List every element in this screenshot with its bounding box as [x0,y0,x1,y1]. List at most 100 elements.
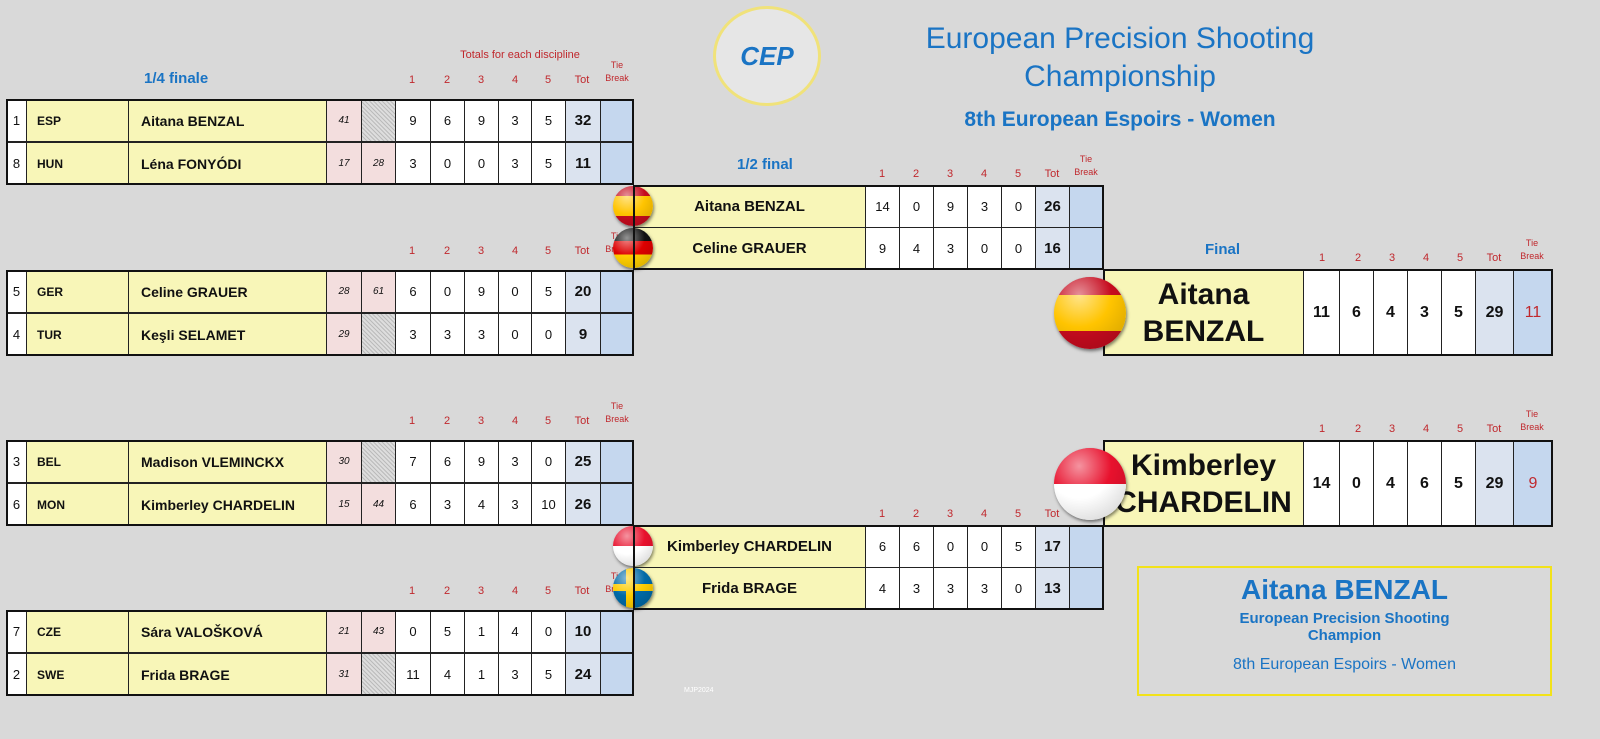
discipline-score-3: 1 [464,653,499,696]
sf1-header-5: 5 [1014,168,1022,180]
discipline-score-4: 0 [498,313,532,356]
sweden-flag-icon [613,568,653,608]
qf2-header-5: 5 [544,245,552,257]
final1-header-4: 4 [1422,252,1430,264]
total-score: 26 [1035,185,1070,228]
country-code: ESP [26,99,129,142]
seed: 7 [6,610,27,653]
monaco-flag-icon [1054,448,1126,520]
qf4-header-tot: Tot [574,585,590,597]
player-name: Frida BRAGE [128,653,327,696]
discipline-score-5: 10 [531,483,566,526]
seed: 6 [6,483,27,526]
champion-line1: European Precision Shooting [1239,610,1450,627]
discipline-score-5: 5 [1441,440,1476,527]
discipline-score-1: 9 [865,227,900,270]
champion-name: Aitana BENZAL [1241,574,1448,605]
final1-header-1: 1 [1318,252,1326,264]
discipline-score-4: 3 [967,185,1002,228]
finalist-name: Aitana BENZAL [1103,269,1304,356]
round-score-2 [361,99,396,142]
semi-label: 1/2 final [737,156,793,173]
discipline-score-3: 9 [464,440,499,483]
tie-break [600,142,634,185]
total-score: 10 [565,610,601,653]
tie-break [600,270,634,313]
final1-header-tie: Tie [1525,238,1539,248]
sf1-header-1: 1 [878,168,886,180]
discipline-score-2: 3 [430,313,465,356]
qf3-header-4: 4 [511,415,519,427]
qf2-header-tot: Tot [574,245,590,257]
spain-flag-icon [613,186,653,226]
player-name: Aitana BENZAL [128,99,327,142]
sf1-header-3: 3 [946,168,954,180]
watermark: MJP2024 [684,687,714,694]
tie-break [600,99,634,142]
tie-break: 9 [1513,440,1553,527]
discipline-score-2: 6 [430,99,465,142]
qf3-header-1: 1 [408,415,416,427]
player-name: Celine GRAUER [128,270,327,313]
discipline-score-3: 3 [933,567,968,610]
total-score: 20 [565,270,601,313]
final2-header-tie: Tie [1525,409,1539,419]
discipline-score-2: 6 [430,440,465,483]
discipline-score-5: 0 [531,610,566,653]
discipline-score-3: 4 [464,483,499,526]
tie-break [600,610,634,653]
discipline-score-3: 3 [464,313,499,356]
discipline-score-4: 3 [498,142,532,185]
total-score: 32 [565,99,601,142]
qf3-header-3: 3 [477,415,485,427]
finalist-last-name: BENZAL [1142,314,1265,348]
discipline-score-2: 3 [430,483,465,526]
discipline-score-1: 6 [865,525,900,568]
player-name: Aitana BENZAL [633,185,866,228]
final2-header-2: 2 [1354,423,1362,435]
sf2-header-3: 3 [946,508,954,520]
discipline-score-4: 3 [967,567,1002,610]
discipline-score-5: 5 [1001,525,1036,568]
seed: 5 [6,270,27,313]
tie-break [600,483,634,526]
qf2-header-2: 2 [443,245,451,257]
qf1-header-3: 3 [477,74,485,86]
qf1-header-tie: Tie [610,60,624,70]
country-code: GER [26,270,129,313]
player-name: Keşli SELAMET [128,313,327,356]
discipline-score-1: 6 [395,270,431,313]
final2-header-1: 1 [1318,423,1326,435]
qf1-header-4: 4 [511,74,519,86]
discipline-score-2: 5 [430,610,465,653]
sf2-header-1: 1 [878,508,886,520]
seed: 4 [6,313,27,356]
discipline-score-4: 3 [498,483,532,526]
sf2-header-2: 2 [912,508,920,520]
final2-header-3: 3 [1388,423,1396,435]
total-score: 9 [565,313,601,356]
qf4-header-5: 5 [544,585,552,597]
player-name: Celine GRAUER [633,227,866,270]
tie-break [1069,525,1104,568]
sf2-header-5: 5 [1014,508,1022,520]
qf2-header-3: 3 [477,245,485,257]
round-score-1: 17 [326,142,362,185]
champion-event: 8th European Espoirs - Women [1233,656,1456,673]
total-score: 29 [1475,269,1514,356]
discipline-score-5: 0 [1001,185,1036,228]
round-score-1: 15 [326,483,362,526]
qf1-header-break: Break [605,73,629,83]
champion-box: Aitana BENZAL European Precision Shootin… [1137,566,1552,696]
discipline-score-2: 6 [1339,269,1374,356]
qf1-header-1: 1 [408,74,416,86]
player-name: Sára VALOŠKOVÁ [128,610,327,653]
discipline-score-4: 0 [498,270,532,313]
discipline-score-3: 4 [1373,440,1408,527]
discipline-score-4: 6 [1407,440,1442,527]
country-code: SWE [26,653,129,696]
cep-logo: CEP [713,6,821,106]
title-line-1: European Precision Shooting [925,22,1315,55]
sf1-header-tie: Tie [1079,154,1093,164]
qf1-header-tot: Tot [574,74,590,86]
